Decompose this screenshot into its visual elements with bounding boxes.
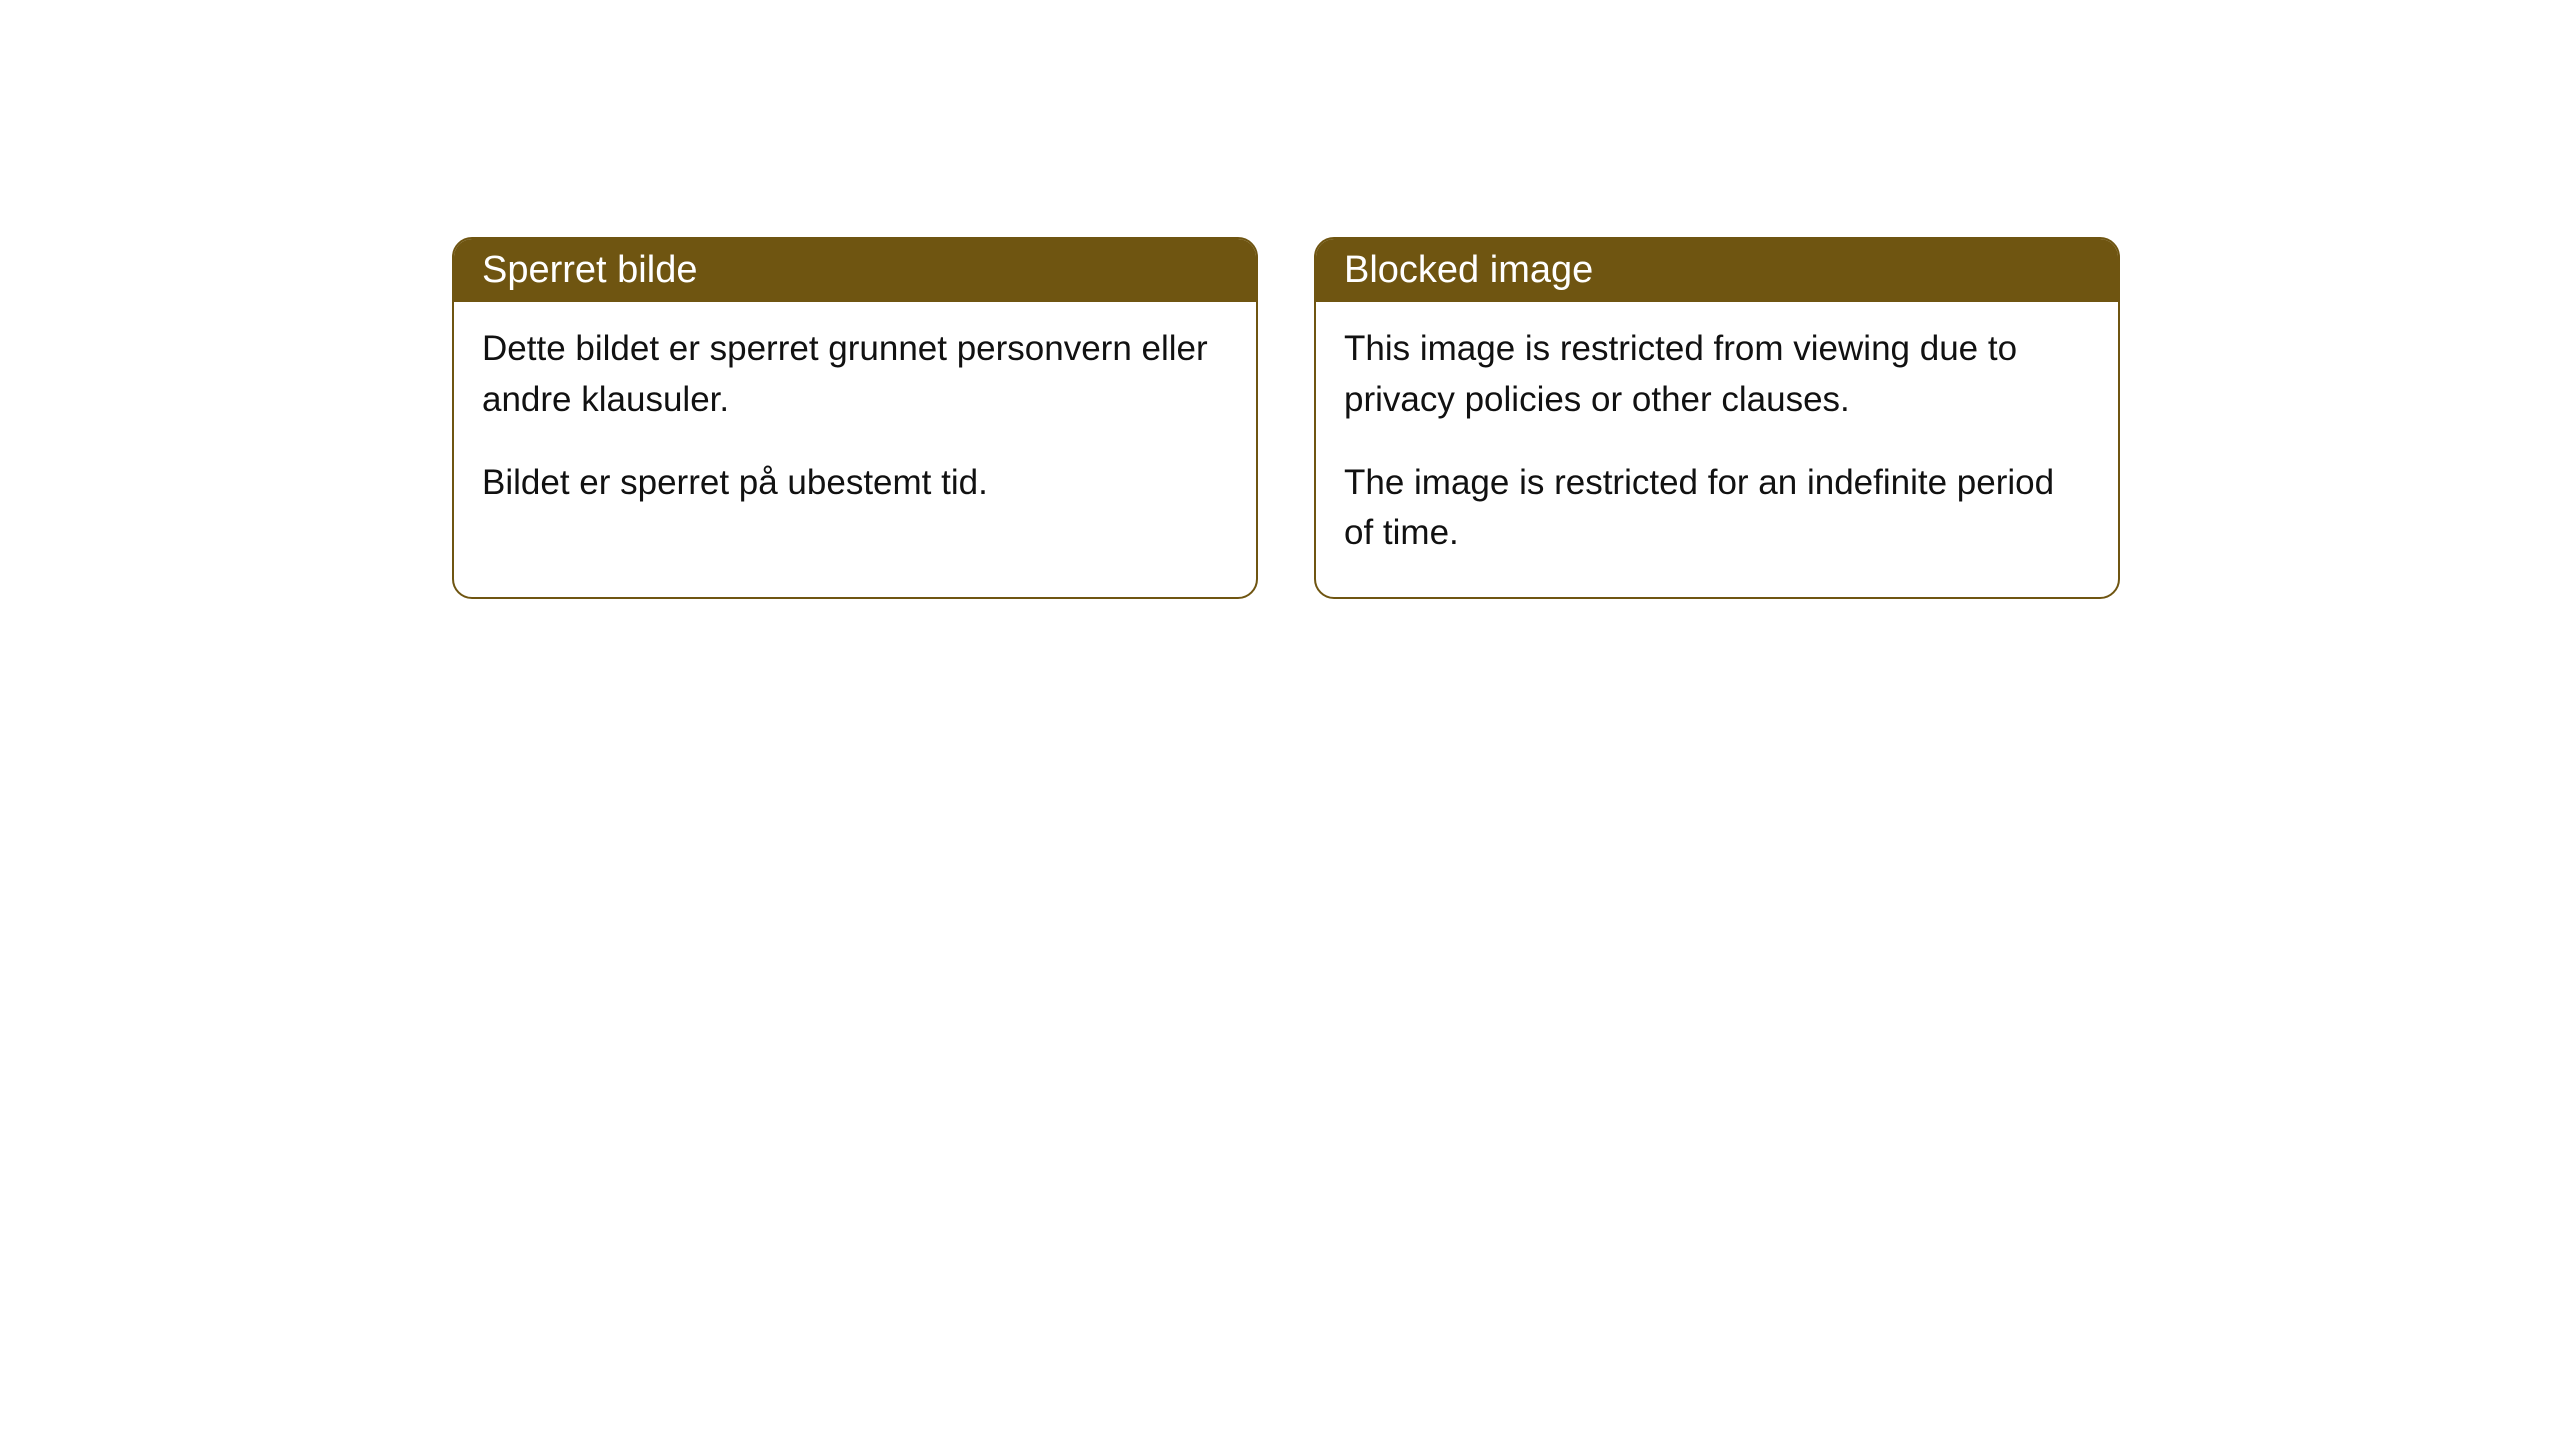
card-header-norwegian: Sperret bilde: [454, 239, 1256, 302]
card-paragraph: This image is restricted from viewing du…: [1344, 324, 2090, 426]
notice-card-norwegian: Sperret bilde Dette bildet er sperret gr…: [452, 237, 1258, 599]
notice-cards-container: Sperret bilde Dette bildet er sperret gr…: [452, 237, 2120, 599]
card-body-norwegian: Dette bildet er sperret grunnet personve…: [454, 302, 1256, 546]
card-header-english: Blocked image: [1316, 239, 2118, 302]
card-title: Sperret bilde: [482, 249, 697, 291]
card-body-english: This image is restricted from viewing du…: [1316, 302, 2118, 597]
notice-card-english: Blocked image This image is restricted f…: [1314, 237, 2120, 599]
card-paragraph: The image is restricted for an indefinit…: [1344, 458, 2090, 560]
card-paragraph: Dette bildet er sperret grunnet personve…: [482, 324, 1228, 426]
card-title: Blocked image: [1344, 249, 1593, 291]
card-paragraph: Bildet er sperret på ubestemt tid.: [482, 458, 1228, 509]
